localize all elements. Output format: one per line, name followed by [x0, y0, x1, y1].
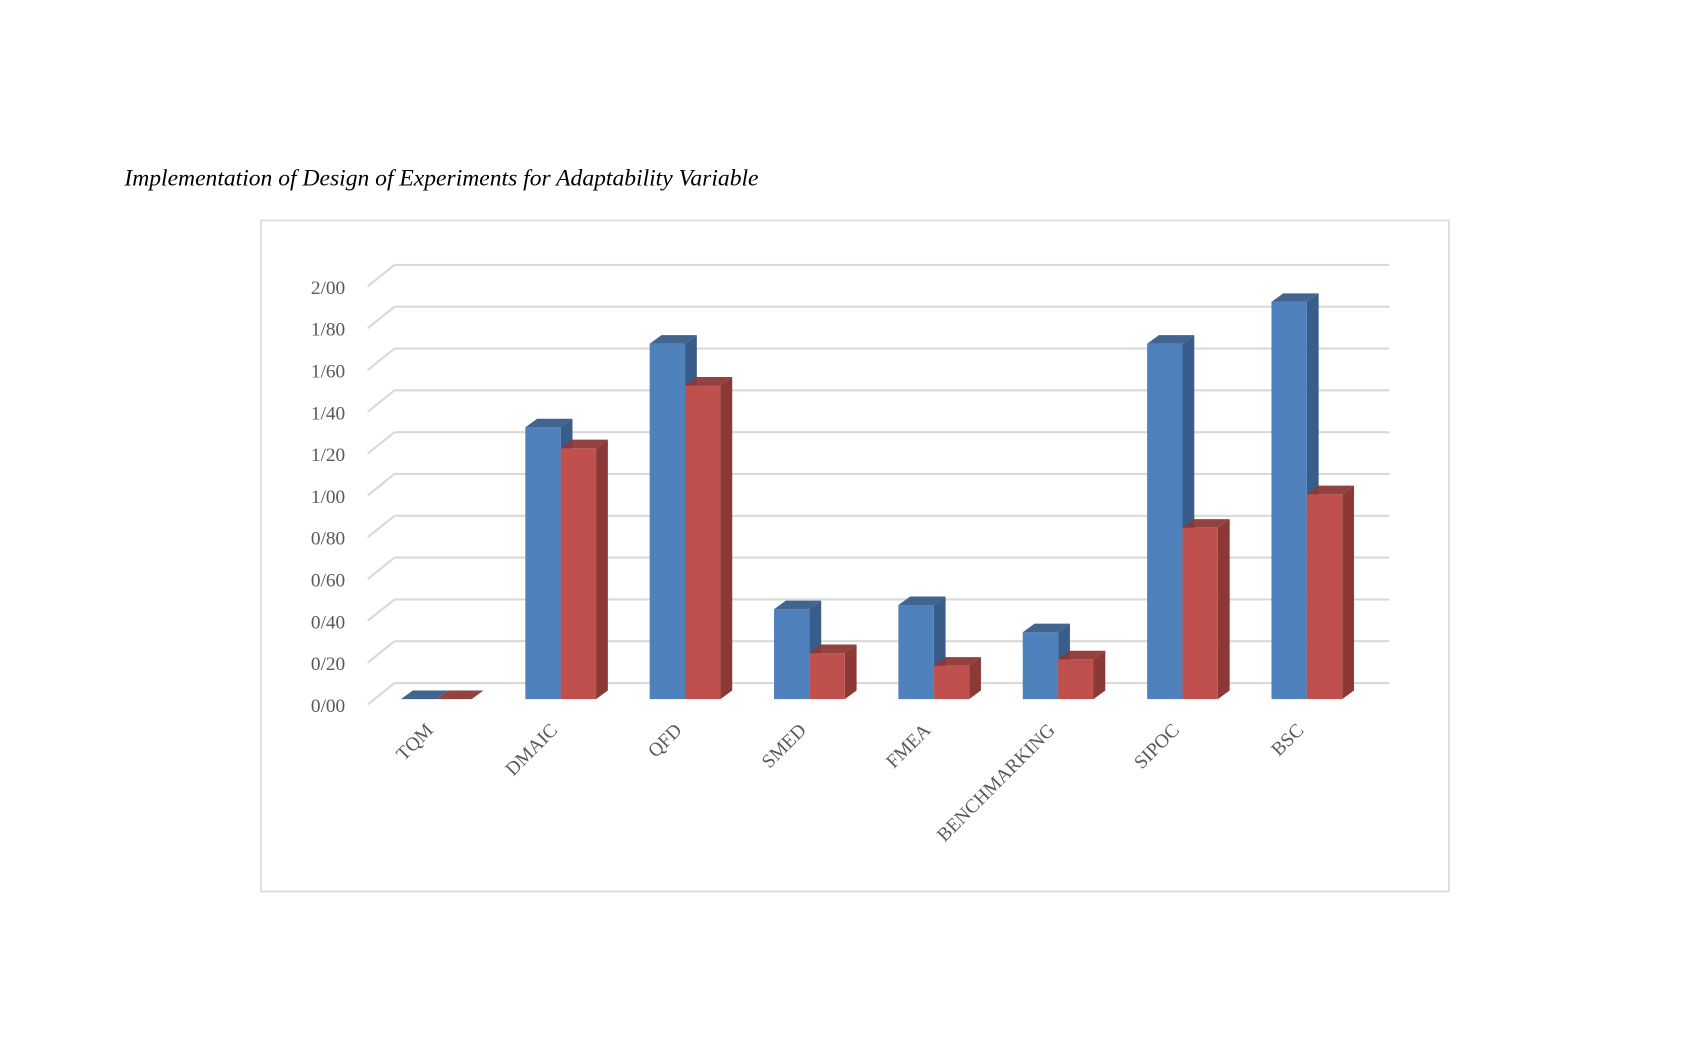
- bar-front: [1182, 527, 1218, 700]
- bar-front: [809, 653, 845, 700]
- bar-front: [685, 385, 721, 700]
- bar-smed-series-1: [774, 600, 822, 700]
- bar-top: [774, 600, 822, 610]
- y-tick-label: 0/20: [311, 654, 345, 675]
- y-tick-label: 0/80: [311, 529, 345, 550]
- bar-side: [1342, 485, 1355, 700]
- bar-top: [1271, 293, 1319, 302]
- y-tick-label: 1/80: [311, 320, 345, 341]
- bar-smed-series-2: [809, 644, 857, 700]
- bar-side: [1217, 519, 1230, 700]
- bar-top: [1022, 623, 1070, 633]
- gridline-side: [367, 473, 396, 497]
- bar-top: [525, 418, 573, 428]
- bar-front: [933, 665, 970, 700]
- bar-top: [400, 690, 449, 700]
- gridline-side: [367, 305, 396, 330]
- y-tick-label: 1/20: [311, 445, 345, 466]
- bar-front: [898, 605, 934, 700]
- bar-side: [1093, 650, 1106, 700]
- bar-tqm-series-1: [400, 690, 449, 700]
- bar-top: [933, 657, 981, 666]
- bar-top: [1182, 519, 1230, 528]
- bar-side: [596, 439, 608, 700]
- bar-side: [720, 376, 733, 700]
- gridline-side: [367, 389, 396, 413]
- y-tick-label: 1/00: [311, 487, 345, 508]
- bar-top: [1147, 335, 1195, 344]
- bar-top: [685, 376, 733, 386]
- bar-front: [525, 427, 561, 700]
- bar-top: [560, 439, 608, 449]
- gridline-side: [367, 347, 396, 371]
- bar-front: [1058, 659, 1094, 700]
- bar-side: [969, 657, 981, 700]
- bar-front: [649, 343, 686, 700]
- bar-top: [1058, 650, 1106, 660]
- gridline-side: [367, 431, 396, 455]
- bar-front: [560, 448, 597, 700]
- bar-tqm-series-2: [436, 690, 484, 700]
- bar-top: [1306, 485, 1355, 495]
- gridline-side: [367, 514, 396, 539]
- y-tick-label: 2/00: [311, 278, 345, 299]
- bar-top: [898, 596, 946, 606]
- bar-fmea-series-2: [933, 657, 981, 700]
- bar-qfd-series-2: [685, 376, 733, 700]
- gridline-side: [367, 598, 396, 622]
- bar-top: [436, 690, 484, 700]
- bar-front: [1147, 343, 1183, 700]
- gridline-side: [367, 556, 396, 580]
- gridline-side: [367, 682, 396, 706]
- bar-front: [774, 609, 810, 700]
- y-tick-label: 1/40: [311, 403, 345, 424]
- bar-front: [1306, 494, 1343, 700]
- bar-front: [1022, 632, 1059, 700]
- y-tick-label: 0/00: [311, 696, 345, 717]
- bar-bsc-series-2: [1306, 485, 1355, 700]
- bar-benchmarking-series-2: [1058, 650, 1106, 700]
- bar-sipoc-series-2: [1182, 519, 1230, 700]
- bar-top: [809, 644, 857, 654]
- chart-title: Implementation of Design of Experiments …: [123, 166, 758, 192]
- bar-side: [844, 644, 857, 700]
- plot-frame: [260, 219, 1450, 893]
- bar-dmaic-series-2: [560, 439, 608, 700]
- bar-front: [1271, 301, 1307, 700]
- bar-top: [649, 335, 697, 344]
- gridline-side: [367, 264, 396, 288]
- y-tick-label: 0/60: [311, 571, 345, 592]
- y-tick-label: 1/60: [311, 361, 345, 382]
- gridline-side: [367, 640, 396, 664]
- y-tick-label: 0/40: [311, 612, 345, 633]
